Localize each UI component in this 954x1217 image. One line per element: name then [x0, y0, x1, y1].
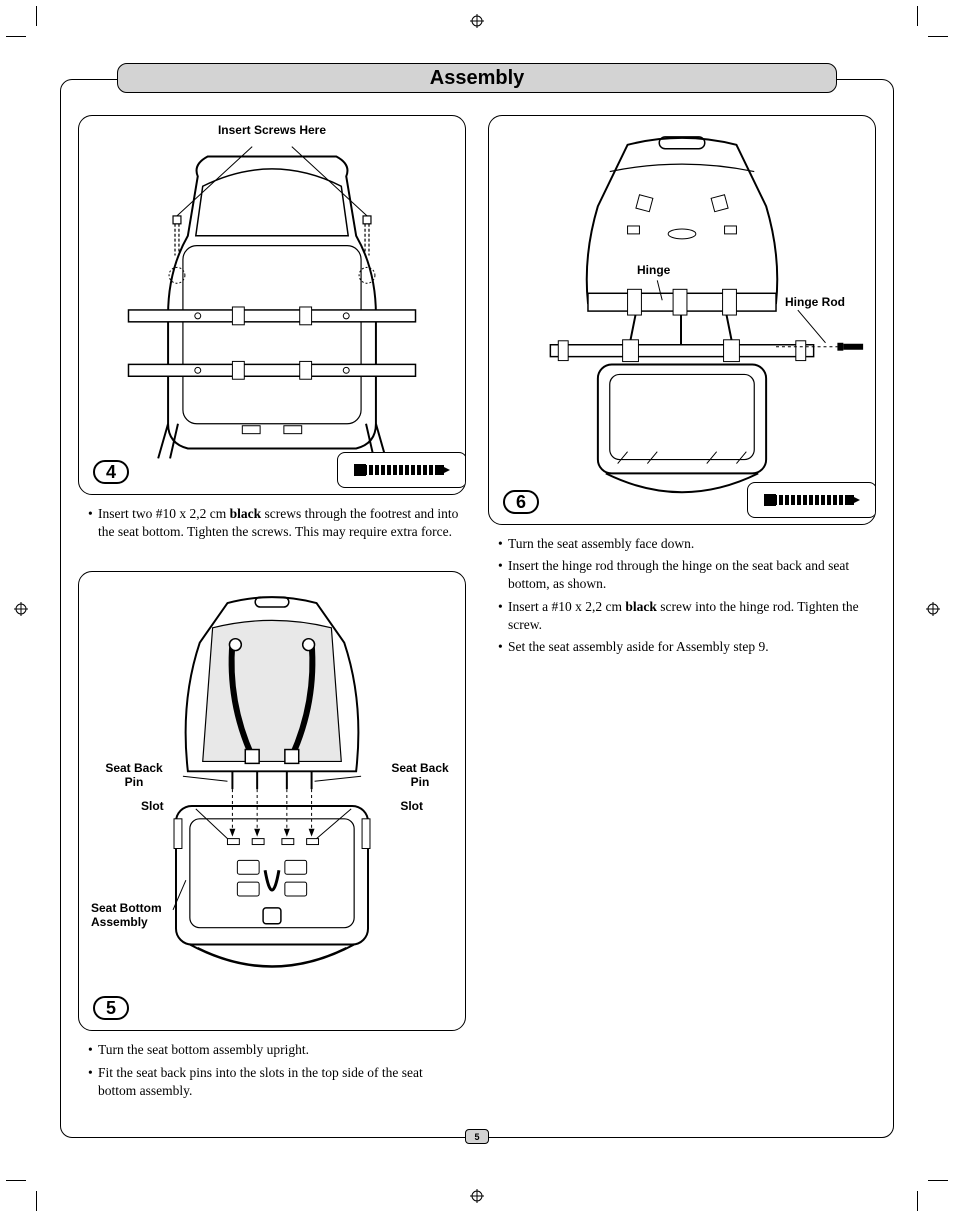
- crop-mark: [36, 1191, 37, 1211]
- step-badge-4: 4: [93, 460, 129, 484]
- registration-mark-icon: [926, 602, 940, 616]
- left-column: Insert Screws Here 4 Insert two #10 x 2,…: [78, 115, 466, 1122]
- callout-hinge-rod: Hinge Rod: [785, 296, 845, 310]
- figure-6-diagram: [489, 116, 875, 524]
- figure-5: Seat BackPin Seat BackPin Slot Slot Seat…: [78, 571, 466, 1031]
- right-column: Hinge Hinge Rod 6 Turn the seat assembly…: [488, 115, 876, 1122]
- callout-seat-back-pin-left: Seat BackPin: [99, 762, 169, 790]
- screw-icon: [352, 460, 452, 480]
- figure-6: Hinge Hinge Rod 6: [488, 115, 876, 525]
- instruction-item: Set the seat assembly aside for Assembly…: [498, 638, 872, 656]
- callout-seat-bottom-assembly: Seat BottomAssembly: [91, 902, 171, 930]
- instruction-item: Turn the seat bottom assembly upright.: [88, 1041, 462, 1059]
- crop-mark: [6, 36, 26, 37]
- instruction-item: Turn the seat assembly face down.: [498, 535, 872, 553]
- screw-icon: [762, 490, 862, 510]
- registration-mark-icon: [470, 14, 484, 28]
- step-badge-6: 6: [503, 490, 539, 514]
- page-number: 5: [465, 1129, 489, 1144]
- step-6-instructions: Turn the seat assembly face down. Insert…: [488, 525, 876, 660]
- crop-mark: [917, 6, 918, 26]
- instruction-item: Fit the seat back pins into the slots in…: [88, 1064, 462, 1100]
- callout-slot-right: Slot: [400, 800, 423, 814]
- step-badge-5: 5: [93, 996, 129, 1020]
- step-5-instructions: Turn the seat bottom assembly upright. F…: [78, 1031, 466, 1104]
- screw-icon-box: [747, 482, 876, 518]
- screw-icon-box: [337, 452, 466, 488]
- instruction-item: Insert the hinge rod through the hinge o…: [498, 557, 872, 593]
- crop-mark: [917, 1191, 918, 1211]
- callout-seat-back-pin-right: Seat BackPin: [385, 762, 455, 790]
- crop-mark: [928, 36, 948, 37]
- callout-hinge: Hinge: [637, 264, 670, 278]
- page: Assembly: [60, 55, 894, 1162]
- registration-mark-icon: [14, 602, 28, 616]
- crop-mark: [6, 1180, 26, 1181]
- figure-4: Insert Screws Here 4: [78, 115, 466, 495]
- crop-mark: [928, 1180, 948, 1181]
- crop-mark: [36, 6, 37, 26]
- page-title: Assembly: [117, 63, 837, 93]
- callout-insert-screws: Insert Screws Here: [79, 124, 465, 138]
- step-4-instructions: Insert two #10 x 2,2 cm black screws thr…: [78, 495, 466, 545]
- instruction-item: Insert two #10 x 2,2 cm black screws thr…: [88, 505, 462, 541]
- callout-slot-left: Slot: [141, 800, 164, 814]
- content-area: Insert Screws Here 4 Insert two #10 x 2,…: [78, 115, 876, 1122]
- instruction-item: Insert a #10 x 2,2 cm black screw into t…: [498, 598, 872, 634]
- registration-mark-icon: [470, 1189, 484, 1203]
- figure-4-diagram: [79, 116, 465, 494]
